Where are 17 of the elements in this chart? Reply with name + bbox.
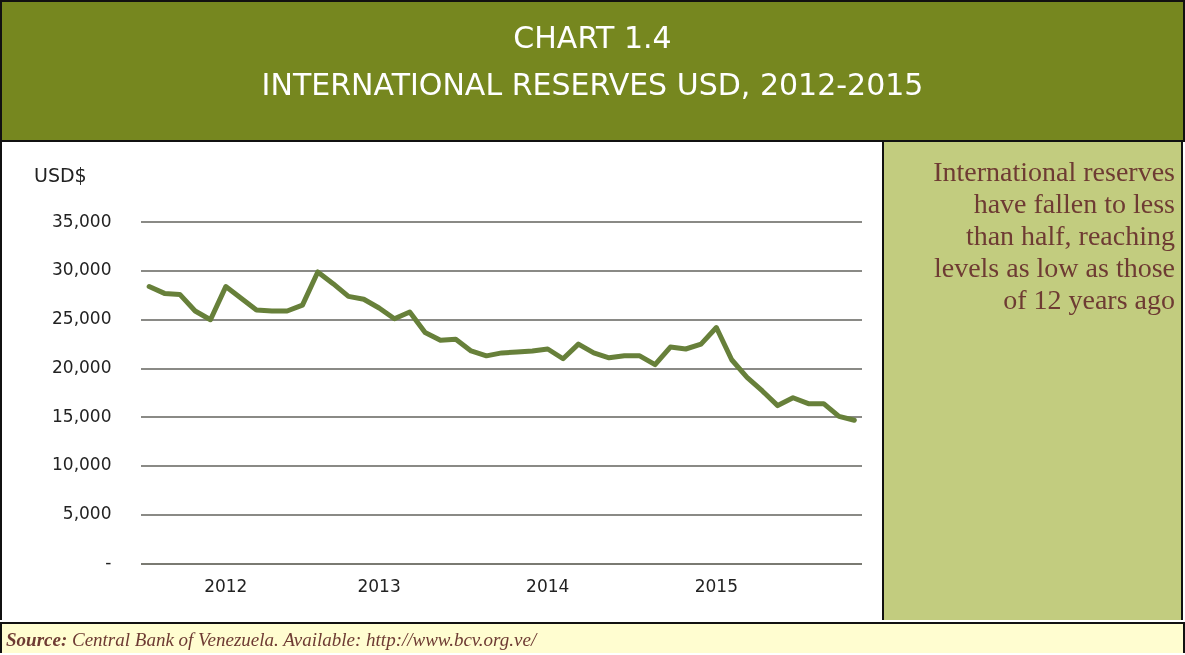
y-tick-label: 15,000 [52, 405, 112, 426]
y-tick-label: 35,000 [52, 210, 112, 231]
y-tick-label: 5,000 [62, 503, 112, 524]
x-tick-label: 2012 [204, 576, 248, 597]
x-tick-label: 2015 [694, 576, 738, 597]
y-tick-label: - [105, 552, 112, 573]
y-tick-label: 25,000 [52, 308, 112, 329]
y-tick-label: 10,000 [52, 454, 112, 475]
y-tick-label: 20,000 [52, 356, 112, 377]
y-axis-title: USD$ [34, 164, 87, 186]
x-tick-label: 2014 [526, 576, 570, 597]
x-tick-label: 2013 [357, 576, 401, 597]
chart-title: CHART 1.4 [512, 20, 673, 55]
source-note: Source: Central Bank of Venezuela. Available: http://www.bcv.org.ve/ [0, 622, 1185, 653]
chart-subtitle: INTERNATIONAL RESERVES USD, 2012-2015 [260, 67, 925, 102]
y-tick-label: 30,000 [52, 259, 112, 280]
text: International reserves have fallen to less than half, reaching levels as low as those of 12 years ago [932, 155, 1176, 316]
